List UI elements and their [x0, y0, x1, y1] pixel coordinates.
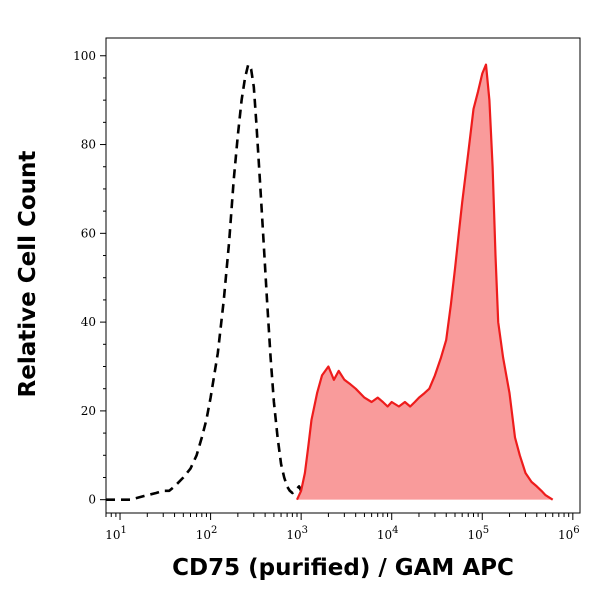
series-line [106, 63, 310, 501]
x-tick-label: 102 [196, 525, 218, 542]
y-tick-label: 40 [81, 315, 96, 329]
y-axis-title: Relative Cell Count [15, 151, 41, 398]
y-tick-label: 80 [81, 138, 96, 152]
y-tick-label: 20 [81, 404, 96, 418]
series-layer [106, 63, 554, 501]
x-axis: 101 102 103 104 105 106 [105, 513, 580, 542]
x-tick-label: 101 [105, 525, 127, 542]
y-axis: 0 20 40 60 80 100 [73, 49, 106, 507]
series-line [296, 63, 554, 501]
x-tick-label: 105 [467, 525, 489, 542]
series-fill [297, 64, 553, 500]
x-tick-label: 104 [377, 525, 399, 542]
y-tick-label: 0 [88, 493, 96, 507]
plot-frame [105, 37, 581, 514]
y-tick-label: 60 [81, 226, 96, 240]
x-tick-label: 103 [286, 525, 308, 542]
x-axis-title: CD75 (purified) / GAM APC [172, 555, 514, 581]
y-tick-label: 100 [73, 49, 96, 63]
x-tick-label: 106 [558, 525, 580, 542]
